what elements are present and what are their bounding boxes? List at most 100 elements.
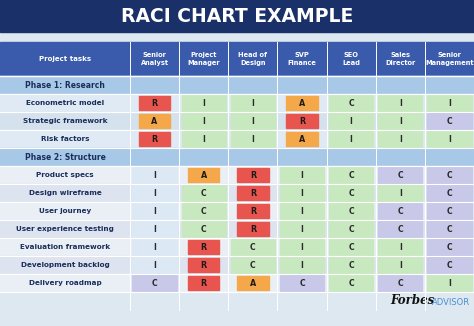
Text: Senior
Analyst: Senior Analyst xyxy=(141,52,169,66)
Text: C: C xyxy=(447,170,452,180)
Bar xyxy=(329,185,373,200)
Bar xyxy=(329,258,373,273)
Bar xyxy=(132,258,177,273)
Bar xyxy=(237,276,269,290)
Text: I: I xyxy=(301,243,303,251)
Text: R: R xyxy=(299,116,305,126)
Text: Phase 2: Structure: Phase 2: Structure xyxy=(25,153,105,161)
Text: C: C xyxy=(201,225,207,233)
Bar xyxy=(329,131,373,147)
Text: I: I xyxy=(301,260,303,270)
Bar xyxy=(286,96,318,110)
Bar xyxy=(139,132,170,146)
Text: I: I xyxy=(153,188,156,198)
Text: Econometric model: Econometric model xyxy=(26,100,104,106)
Bar xyxy=(132,275,177,290)
Bar xyxy=(428,96,472,111)
Text: I: I xyxy=(399,188,402,198)
Text: C: C xyxy=(348,260,354,270)
Text: I: I xyxy=(202,135,205,143)
Text: SVP
Finance: SVP Finance xyxy=(288,52,317,66)
Bar xyxy=(378,275,422,290)
Bar xyxy=(378,96,422,111)
Bar xyxy=(237,204,269,218)
Text: Head of
Design: Head of Design xyxy=(238,52,267,66)
Bar xyxy=(0,112,474,130)
Bar xyxy=(378,258,422,273)
Text: I: I xyxy=(202,116,205,126)
Text: I: I xyxy=(153,206,156,215)
Text: C: C xyxy=(250,243,255,251)
Bar xyxy=(0,238,474,256)
Text: I: I xyxy=(153,243,156,251)
Text: C: C xyxy=(348,170,354,180)
Bar xyxy=(280,239,324,255)
Bar xyxy=(378,203,422,218)
Text: C: C xyxy=(348,206,354,215)
Bar xyxy=(329,168,373,183)
Bar xyxy=(428,113,472,128)
Bar xyxy=(0,0,474,32)
Bar xyxy=(329,96,373,111)
Text: Risk factors: Risk factors xyxy=(41,136,89,142)
Text: C: C xyxy=(447,206,452,215)
Text: I: I xyxy=(251,135,254,143)
Bar xyxy=(286,114,318,128)
Text: SEO
Lead: SEO Lead xyxy=(342,52,360,66)
Text: User journey: User journey xyxy=(39,208,91,214)
Text: Sales
Director: Sales Director xyxy=(385,52,415,66)
Text: C: C xyxy=(152,278,157,288)
Bar xyxy=(280,221,324,237)
Bar xyxy=(231,113,275,128)
Text: I: I xyxy=(301,188,303,198)
Bar xyxy=(428,203,472,218)
Text: RACI CHART EXAMPLE: RACI CHART EXAMPLE xyxy=(121,7,353,25)
Bar xyxy=(0,220,474,238)
Bar xyxy=(139,96,170,110)
Text: R: R xyxy=(250,225,256,233)
Bar xyxy=(132,221,177,237)
Text: C: C xyxy=(398,170,403,180)
Bar xyxy=(327,42,376,76)
Text: I: I xyxy=(399,243,402,251)
Bar xyxy=(228,42,277,76)
Bar xyxy=(237,168,269,182)
Text: I: I xyxy=(448,278,451,288)
Text: C: C xyxy=(201,188,207,198)
Bar xyxy=(0,274,474,292)
Bar xyxy=(428,239,472,255)
Text: Phase 1: Research: Phase 1: Research xyxy=(25,81,105,90)
Bar xyxy=(0,256,474,274)
Bar xyxy=(182,131,226,147)
Bar xyxy=(132,185,177,200)
Text: User experience testing: User experience testing xyxy=(16,226,114,232)
Bar xyxy=(0,202,474,220)
Text: A: A xyxy=(299,98,305,108)
Bar xyxy=(188,168,219,182)
Text: Forbes: Forbes xyxy=(390,294,434,307)
Text: C: C xyxy=(398,225,403,233)
Bar xyxy=(182,185,226,200)
Bar xyxy=(231,239,275,255)
Text: C: C xyxy=(250,260,255,270)
Bar xyxy=(329,275,373,290)
Text: C: C xyxy=(348,188,354,198)
Text: A: A xyxy=(152,116,158,126)
Bar xyxy=(182,203,226,218)
Text: C: C xyxy=(447,116,452,126)
Text: I: I xyxy=(448,135,451,143)
Bar xyxy=(0,76,474,94)
Bar xyxy=(378,113,422,128)
Text: C: C xyxy=(398,278,403,288)
Bar xyxy=(0,166,474,184)
Bar xyxy=(231,96,275,111)
Bar xyxy=(277,42,327,76)
Bar xyxy=(179,42,228,76)
Bar xyxy=(237,186,269,200)
Bar xyxy=(0,148,474,166)
Bar xyxy=(130,42,179,76)
Bar xyxy=(428,168,472,183)
Bar xyxy=(182,221,226,237)
Bar xyxy=(286,132,318,146)
Bar xyxy=(280,185,324,200)
